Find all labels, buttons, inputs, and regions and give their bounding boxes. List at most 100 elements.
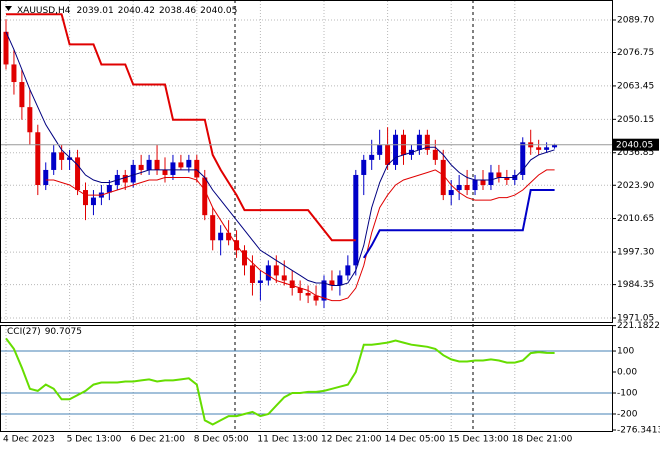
x-tick-label: 11 Dec 13:00 (257, 435, 318, 445)
candle-body (289, 280, 295, 288)
candle-body (67, 157, 73, 160)
candle-body (154, 159, 160, 170)
candle-body (361, 159, 367, 175)
candle-body (416, 134, 422, 150)
candle-body (353, 174, 359, 266)
candle-body (504, 177, 510, 180)
candle-body (297, 287, 303, 294)
x-tick-label: 5 Dec 13:00 (67, 435, 122, 445)
y-tick-label: 2089.70 (617, 15, 654, 25)
price-frame (0, 0, 613, 323)
candle-body (178, 162, 184, 168)
indicator-line (5, 31, 555, 286)
x-tick-label: 12 Dec 21:00 (321, 435, 382, 445)
candle-body (488, 172, 494, 186)
y-tick-label: -200 (617, 409, 638, 419)
candle-body (440, 159, 446, 196)
indicator-line (45, 169, 555, 302)
high: 2040.42 (118, 6, 155, 16)
candle-body (281, 275, 287, 281)
candle-body (27, 107, 33, 133)
candle-body (59, 152, 65, 160)
x-tick-label: 4 Dec 2023 (3, 435, 55, 445)
current-price-box (613, 138, 659, 151)
y-tick-label: 2010.65 (617, 214, 654, 224)
candle-body (202, 177, 208, 216)
candle-body (456, 185, 462, 191)
candle-body (11, 64, 17, 83)
candle-body (273, 265, 279, 276)
close: 2040.05 (200, 6, 237, 16)
indicator-name: CCI(27) (7, 327, 41, 337)
y-tick-label: 2050.15 (617, 115, 654, 125)
candle-body (106, 185, 112, 193)
candle-body (130, 164, 136, 183)
candle-body (345, 265, 351, 276)
x-tick-label: 14 Dec 05:00 (385, 435, 446, 445)
candle-body (393, 134, 399, 165)
indicator-line (6, 13, 356, 242)
candle-body (337, 275, 343, 286)
x-tick-label: 15 Dec 13:00 (448, 435, 509, 445)
y-tick-label: 100 (617, 347, 634, 357)
candle-body (496, 172, 502, 178)
x-tick-label: 6 Dec 21:00 (130, 435, 185, 445)
candle-body (138, 164, 144, 170)
open: 2039.01 (77, 6, 114, 16)
candle-body (210, 215, 216, 241)
candle-body (122, 174, 128, 183)
candle-body (35, 132, 41, 186)
candle-body (257, 280, 263, 283)
y-tick-label: -276.3413 (617, 426, 660, 436)
candle-body (305, 293, 311, 296)
candle-body (51, 152, 57, 170)
cci-label: CCI(27) 90.7075 (7, 327, 82, 337)
candle-body (75, 157, 81, 191)
candle-body (321, 280, 327, 301)
x-tick-label: 18 Dec 21:00 (512, 435, 573, 445)
candle-body (90, 197, 96, 206)
y-tick-label: -100 (617, 388, 638, 398)
candle-body (313, 295, 319, 301)
y-tick-label: 221.1822 (617, 321, 660, 331)
candle-body (186, 159, 192, 168)
symbol: XAUUSD,H4 (17, 6, 71, 16)
candle-body (265, 265, 271, 281)
candle-body (249, 265, 255, 283)
y-tick-label: 1971.05 (617, 314, 654, 324)
candle-body (472, 179, 478, 191)
candle-body (480, 179, 486, 186)
candle-body (162, 169, 168, 175)
y-tick-label: 2036.85 (617, 148, 654, 158)
x-tick-label: 8 Dec 05:00 (194, 435, 249, 445)
candle-body (218, 232, 224, 241)
candle-body (424, 134, 430, 150)
candle-body (464, 185, 470, 191)
candle-body (544, 147, 550, 150)
candle-body (19, 82, 25, 108)
indicator-line (362, 189, 555, 259)
indicator-value: 90.7075 (45, 327, 82, 337)
candle-body (146, 159, 152, 170)
y-tick-label: 2023.90 (617, 181, 654, 191)
candle-body (170, 162, 176, 175)
candle-body (448, 190, 454, 196)
candle-body (552, 144, 558, 148)
candle-body (432, 149, 438, 160)
candle-body (242, 250, 247, 266)
candle-body (536, 147, 542, 150)
candle-body (3, 31, 9, 65)
header: XAUUSD,H4 2039.01 2040.42 2038.46 2040.05 (17, 6, 237, 16)
current-price-label: 2040.05 (616, 141, 653, 151)
y-tick-label: 1984.35 (617, 280, 654, 290)
y-tick-label: 2076.75 (617, 48, 654, 58)
low: 2038.46 (159, 6, 196, 16)
candle-body (369, 154, 375, 160)
candle-body (377, 144, 383, 155)
y-tick-label: 2063.45 (617, 81, 654, 91)
candle-body (226, 232, 232, 241)
candle-body (194, 159, 200, 178)
y-tick-label: 0.00 (617, 368, 637, 378)
